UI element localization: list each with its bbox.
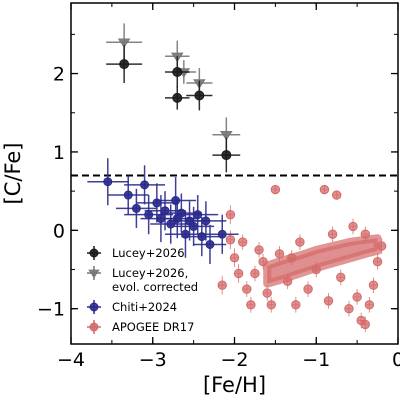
dense-region-0 xyxy=(263,234,382,288)
data-point xyxy=(205,239,215,249)
data-point xyxy=(266,300,276,310)
legend-item: Chiti+2024 xyxy=(87,300,177,314)
x-tick-label: 0 xyxy=(392,349,400,371)
legend-label: APOGEE DR17 xyxy=(112,320,194,334)
data-point xyxy=(246,300,256,310)
data-point xyxy=(258,256,268,267)
data-point xyxy=(176,208,186,218)
data-point xyxy=(242,284,252,294)
y-tick-label: −1 xyxy=(37,299,65,321)
plot-area xyxy=(71,23,398,333)
data-point xyxy=(254,245,264,255)
data-point xyxy=(225,209,236,220)
data-point xyxy=(270,184,281,195)
legend-item: Lucey+2026,evol. corrected xyxy=(87,266,198,294)
data-point xyxy=(217,229,227,239)
legend-marker xyxy=(89,322,99,332)
x-tick-label: −3 xyxy=(139,349,167,371)
data-point xyxy=(221,150,232,161)
data-point xyxy=(376,241,387,251)
data-point xyxy=(327,229,338,239)
data-point xyxy=(360,229,370,239)
data-point xyxy=(131,203,141,213)
data-point xyxy=(194,90,205,101)
x-tick-label: −4 xyxy=(57,349,85,371)
data-point xyxy=(140,180,150,190)
data-point xyxy=(197,232,207,242)
data-point xyxy=(372,256,383,267)
data-point xyxy=(217,280,227,290)
data-point xyxy=(201,216,211,226)
data-point xyxy=(166,219,176,229)
legend-label: Chiti+2024 xyxy=(112,300,177,314)
legend-label: Lucey+2026 xyxy=(112,246,185,260)
series-lucey-2026-evol-corrected xyxy=(106,23,241,152)
data-point xyxy=(291,300,301,310)
data-point xyxy=(368,280,379,290)
x-tick-label: −2 xyxy=(220,349,248,371)
y-tick-label: 0 xyxy=(53,220,65,242)
legend-marker xyxy=(89,248,99,258)
data-point xyxy=(323,296,334,306)
legend-item: Lucey+2026 xyxy=(87,246,185,260)
y-tick-label: 2 xyxy=(53,64,65,86)
data-point xyxy=(303,284,313,294)
series-apogee-dr17 xyxy=(217,184,387,333)
data-point xyxy=(287,253,297,263)
x-axis-label: [Fe/H] xyxy=(203,373,266,397)
legend-item: APOGEE DR17 xyxy=(87,320,194,334)
x-tick-label: −1 xyxy=(302,349,330,371)
data-point xyxy=(319,184,330,195)
data-point xyxy=(119,59,130,70)
data-point xyxy=(352,292,362,302)
legend-label: Lucey+2026, xyxy=(112,266,188,280)
data-point xyxy=(225,235,236,245)
data-point xyxy=(172,66,183,77)
data-point xyxy=(237,237,248,247)
y-tick-label: 1 xyxy=(53,142,65,164)
legend-marker xyxy=(88,269,100,279)
data-point xyxy=(117,38,131,48)
axes: −4 −3 −2 −1 0 −1 0 1 2 xyxy=(37,2,400,371)
data-point xyxy=(144,210,154,220)
legend-marker xyxy=(89,302,99,312)
data-point xyxy=(250,268,260,279)
data-point xyxy=(336,272,346,283)
data-point xyxy=(311,264,321,275)
data-point xyxy=(193,210,203,220)
data-point xyxy=(233,268,244,279)
data-point xyxy=(360,319,370,330)
series-lucey-2026 xyxy=(106,45,241,173)
data-point xyxy=(189,221,199,231)
y-axis-label: [C/Fe] xyxy=(1,143,25,205)
data-point xyxy=(282,276,293,286)
data-point xyxy=(331,190,342,200)
data-point xyxy=(172,92,183,103)
data-point xyxy=(103,177,113,187)
series-chiti-2024 xyxy=(87,158,239,265)
data-point xyxy=(274,249,285,259)
data-point xyxy=(229,253,240,263)
data-point xyxy=(123,190,133,200)
data-point xyxy=(171,196,181,206)
data-point xyxy=(348,221,358,232)
data-point xyxy=(364,300,375,310)
data-point xyxy=(295,237,305,247)
data-point xyxy=(219,130,233,141)
legend-label: evol. corrected xyxy=(112,280,198,294)
data-point xyxy=(262,288,272,298)
data-point xyxy=(344,304,354,314)
legend: Lucey+2026 Lucey+2026,evol. corrected Chit… xyxy=(87,246,198,334)
